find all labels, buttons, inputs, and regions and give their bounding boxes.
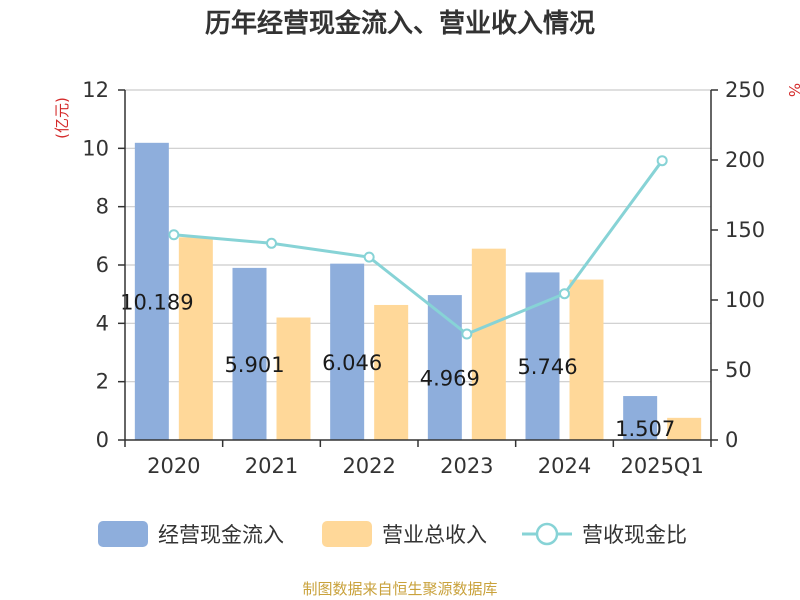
ratio-point-2024	[559, 288, 570, 300]
right-tick-label: 200	[725, 148, 765, 172]
legend-marker	[535, 522, 559, 546]
revenue-bar-2022	[374, 304, 409, 440]
data-source-note: 制图数据来自恒生聚源数据库	[302, 580, 497, 598]
left-tick-label: 0	[96, 428, 109, 452]
cash-inflow-bar-2021	[232, 267, 267, 440]
cash-inflow-label-2020: 10.189	[120, 290, 193, 314]
ratio-line	[173, 159, 664, 336]
cash-inflow-bar-2022	[330, 263, 365, 440]
left-tick-label: 12	[82, 78, 109, 102]
chart-title: 历年经营现金流入、营业收入情况	[205, 8, 595, 39]
revenue-bar-2025Q1	[667, 417, 702, 440]
cash-inflow-label-2022: 6.046	[322, 351, 382, 375]
axes: 0 2 4 6 8 10 12 0 50 100 150 200 250 2020 2021 2022 2023…	[82, 78, 765, 478]
ratio-point-2020	[168, 229, 180, 241]
legend-swatch-0	[98, 521, 148, 547]
cash-inflow-bar-2020	[134, 142, 169, 440]
left-tick-label: 8	[96, 195, 109, 219]
left-tick-label: 10	[82, 136, 109, 160]
legend-label-2: 营收现金比	[582, 523, 687, 547]
cash-inflow-label-2023: 4.969	[420, 367, 480, 391]
x-tick-label-2023: 2023	[440, 454, 493, 478]
data-labels: 10.189 5.901 6.046 4.969 5.746 1.507	[120, 290, 675, 441]
revenue-bar-2023	[471, 248, 506, 440]
x-tick-label-2024: 2024	[538, 454, 591, 478]
legend-swatch-1	[322, 521, 372, 547]
right-tick-label: 50	[725, 358, 752, 382]
cash-inflow-label-2024: 5.746	[517, 355, 577, 379]
left-tick-label: 6	[96, 253, 109, 277]
right-tick-label: 100	[725, 288, 765, 312]
right-axis-unit: %	[785, 83, 800, 97]
x-tick-label-2021: 2021	[245, 454, 298, 478]
left-tick-label: 2	[96, 370, 109, 394]
legend-label-0: 经营现金流入	[158, 523, 284, 547]
revenue-bar-2024	[569, 279, 604, 440]
right-tick-label: 250	[725, 78, 765, 102]
right-tick-label: 150	[725, 218, 765, 242]
bars	[134, 142, 702, 440]
right-tick-label: 0	[725, 428, 738, 452]
x-tick-label-2025Q1: 2025Q1	[620, 454, 703, 478]
left-tick-label: 4	[96, 311, 109, 335]
x-tick-label-2022: 2022	[342, 454, 395, 478]
revenue-bar-2021	[276, 317, 311, 440]
ratio-point-2023	[461, 328, 473, 340]
gridlines	[125, 89, 711, 383]
ratio-point-2022	[363, 251, 375, 263]
cash-inflow-bar-2024	[525, 272, 560, 440]
cash-inflow-bar-2023	[427, 295, 462, 440]
cash-inflow-label-2021: 5.901	[224, 353, 284, 377]
legend-label-1: 营业总收入	[382, 523, 487, 547]
ratio-point-2025Q1	[656, 155, 668, 167]
ratio-line-series	[168, 155, 668, 340]
ratio-point-2021	[266, 237, 277, 249]
revenue-bar-2020	[178, 237, 213, 440]
cash-inflow-bar-2025Q1	[623, 396, 658, 440]
x-tick-label-2020: 2020	[147, 454, 200, 478]
legend: 经营现金流入 营业总收入 营收现金比	[98, 521, 687, 547]
left-axis-unit: (亿元)	[53, 97, 71, 139]
cash-inflow-label-2025Q1: 1.507	[615, 417, 675, 441]
